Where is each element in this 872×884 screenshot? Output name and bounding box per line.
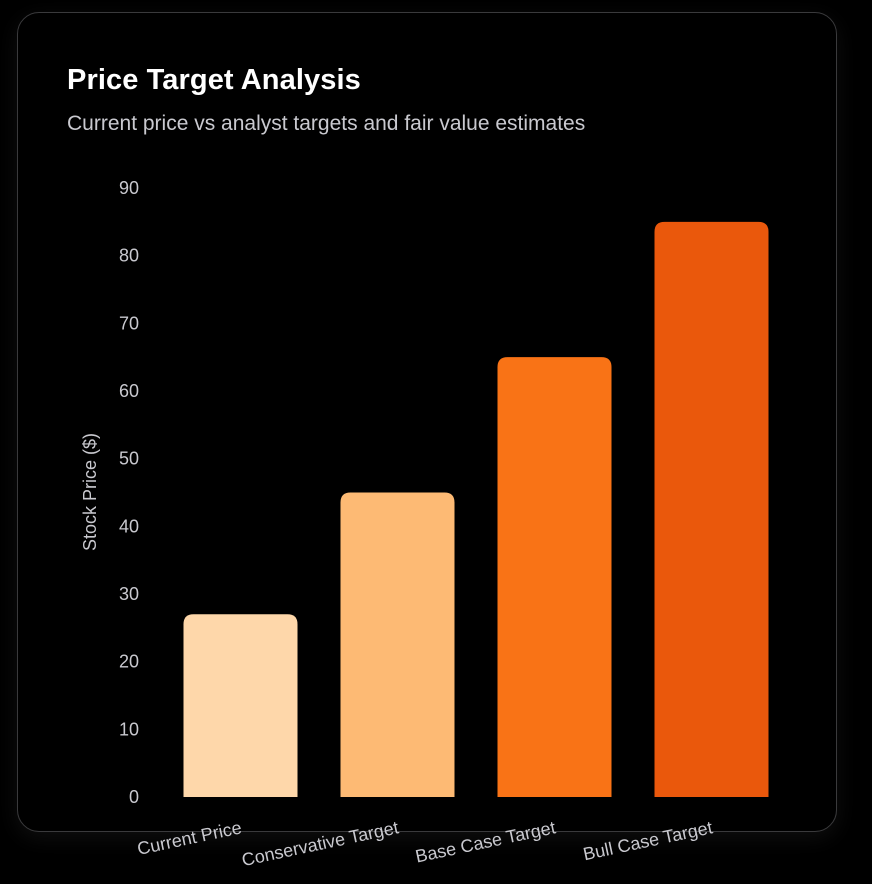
y-tick-label: 50 — [119, 449, 139, 469]
y-axis-label: Stock Price ($) — [80, 433, 100, 551]
x-tick-label: Base Case Target — [414, 817, 558, 866]
bar-base-case-target — [497, 357, 612, 797]
bar-series — [183, 221, 769, 798]
bar-current-price — [183, 614, 298, 797]
x-tick-label: Current Price — [135, 817, 243, 859]
chart-subtitle: Current price vs analyst targets and fai… — [67, 112, 586, 135]
y-tick-label: 0 — [129, 787, 139, 807]
y-tick-label: 40 — [119, 516, 139, 536]
y-tick-label: 20 — [119, 652, 139, 672]
y-tick-label: 60 — [119, 381, 139, 401]
y-tick-label: 70 — [119, 313, 139, 333]
y-tick-label: 30 — [119, 584, 139, 604]
bar-conservative-target — [340, 492, 455, 797]
y-axis-ticks: 0 10 20 30 40 50 60 70 80 90 — [119, 178, 139, 807]
y-tick-label: 90 — [119, 178, 139, 198]
x-tick-label: Conservative Target — [240, 817, 400, 870]
chart-title: Price Target Analysis — [67, 64, 361, 96]
x-tick-label: Bull Case Target — [581, 817, 714, 864]
y-tick-label: 80 — [119, 246, 139, 266]
bar-bull-case-target — [654, 221, 769, 798]
y-tick-label: 10 — [119, 719, 139, 739]
